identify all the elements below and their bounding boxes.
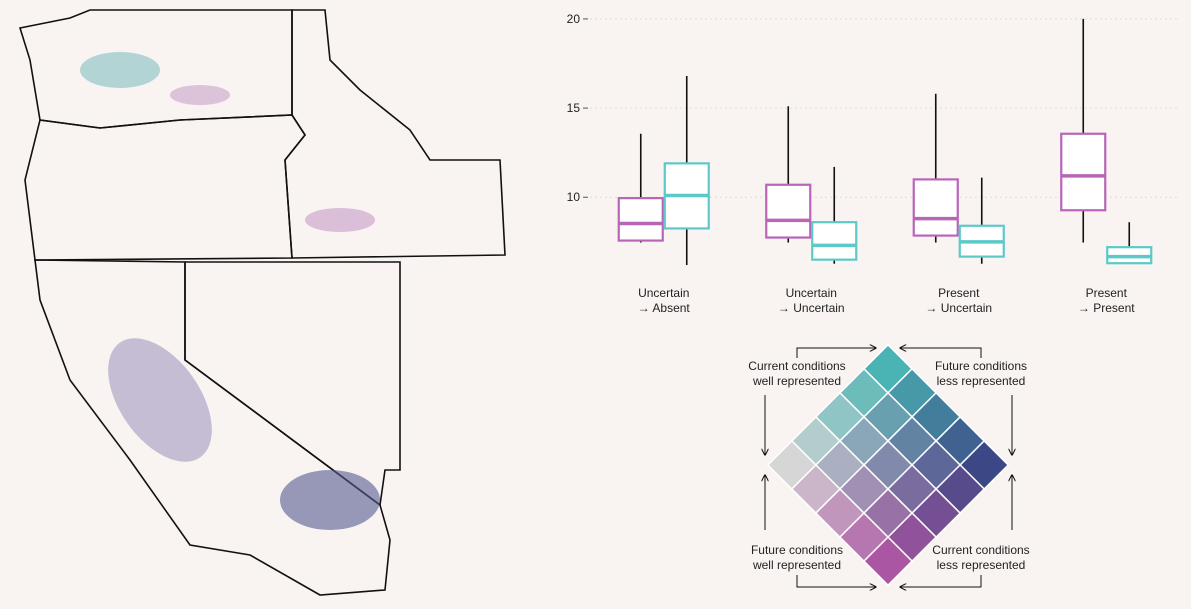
y-tick-label: 15 <box>567 101 581 115</box>
y-tick-label: 20 <box>567 12 581 26</box>
box <box>1060 132 1107 212</box>
legend-arrows <box>765 348 1012 587</box>
legend-label: Current conditions less represented <box>932 543 1029 572</box>
x-tick-label: Uncertain → Uncertain <box>778 286 845 315</box>
legend-cell <box>862 536 914 587</box>
y-tick-label: 10 <box>567 190 581 204</box>
x-tick-label: Present → Uncertain <box>925 286 992 315</box>
x-tick-label: Uncertain → Absent <box>638 286 691 315</box>
legend-label: Future conditions less represented <box>935 359 1027 388</box>
box <box>912 178 959 237</box>
box <box>811 221 858 261</box>
x-tick-label: Present → Present <box>1078 286 1135 315</box>
legend-label: Current conditions well represented <box>748 359 845 388</box>
box <box>617 197 664 242</box>
map <box>18 9 506 596</box>
bivariate-legend <box>766 343 1010 587</box>
legend-label: Future conditions well represented <box>751 543 843 572</box>
box <box>765 183 812 239</box>
